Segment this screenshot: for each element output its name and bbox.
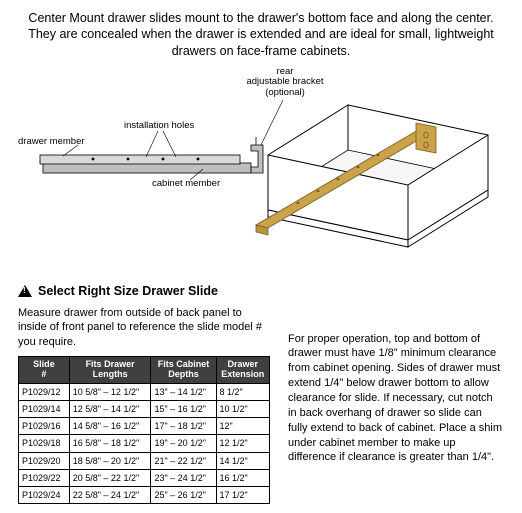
table-cell: P1029/14 — [19, 401, 70, 418]
table-header: Fits CabinetDepths — [151, 357, 216, 384]
table-header: DrawerExtension — [216, 357, 269, 384]
table-cell: 19" – 20 1/2" — [151, 435, 216, 452]
table-cell: 16 1/2" — [216, 469, 269, 486]
table-cell: 15" – 16 1/2" — [151, 401, 216, 418]
table-cell: 25" – 26 1/2" — [151, 486, 216, 503]
size-table: Slide#Fits DrawerLengthsFits CabinetDept… — [18, 356, 270, 504]
diagram: rear adjustable bracket (optional) drawe… — [18, 67, 504, 277]
table-cell: 10 5/8" – 12 1/2" — [69, 383, 151, 400]
table-row: P1029/2220 5/8" – 22 1/2"23" – 24 1/2"16… — [19, 469, 270, 486]
table-cell: 17 1/2" — [216, 486, 269, 503]
table-cell: P1029/20 — [19, 452, 70, 469]
table-row: P1029/1210 5/8" – 12 1/2"13" – 14 1/2"8 … — [19, 383, 270, 400]
table-cell: P1029/22 — [19, 469, 70, 486]
measure-instructions: Measure drawer from outside of back pane… — [18, 306, 270, 351]
table-cell: 12 1/2" — [216, 435, 269, 452]
table-cell: 10 1/2" — [216, 401, 269, 418]
table-cell: 22 5/8" – 24 1/2" — [69, 486, 151, 503]
intro-text: Center Mount drawer slides mount to the … — [18, 10, 504, 59]
table-cell: P1029/12 — [19, 383, 70, 400]
table-cell: 17" – 18 1/2" — [151, 418, 216, 435]
section-heading: Select Right Size Drawer Slide — [18, 283, 504, 300]
table-cell: P1029/16 — [19, 418, 70, 435]
diagram-svg — [18, 67, 504, 277]
table-row: P1029/2422 5/8" – 24 1/2"25" – 26 1/2"17… — [19, 486, 270, 503]
warning-icon — [18, 285, 32, 297]
table-header: Fits DrawerLengths — [69, 357, 151, 384]
table-cell: 12" — [216, 418, 269, 435]
table-cell: 20 5/8" – 22 1/2" — [69, 469, 151, 486]
clearance-notes: For proper operation, top and bottom of … — [288, 332, 502, 466]
table-cell: 18 5/8" – 20 1/2" — [69, 452, 151, 469]
table-cell: P1029/18 — [19, 435, 70, 452]
table-row: P1029/1412 5/8" – 14 1/2"15" – 16 1/2"10… — [19, 401, 270, 418]
table-row: P1029/1614 5/8" – 16 1/2"17" – 18 1/2"12… — [19, 418, 270, 435]
table-row: P1029/2018 5/8" – 20 1/2"21" – 22 1/2"14… — [19, 452, 270, 469]
table-header: Slide# — [19, 357, 70, 384]
table-cell: P1029/24 — [19, 486, 70, 503]
table-cell: 21" – 22 1/2" — [151, 452, 216, 469]
table-cell: 23" – 24 1/2" — [151, 469, 216, 486]
table-cell: 14 1/2" — [216, 452, 269, 469]
table-cell: 8 1/2" — [216, 383, 269, 400]
table-cell: 14 5/8" – 16 1/2" — [69, 418, 151, 435]
table-row: P1029/1816 5/8" – 18 1/2"19" – 20 1/2"12… — [19, 435, 270, 452]
table-cell: 16 5/8" – 18 1/2" — [69, 435, 151, 452]
table-cell: 12 5/8" – 14 1/2" — [69, 401, 151, 418]
table-cell: 13" – 14 1/2" — [151, 383, 216, 400]
